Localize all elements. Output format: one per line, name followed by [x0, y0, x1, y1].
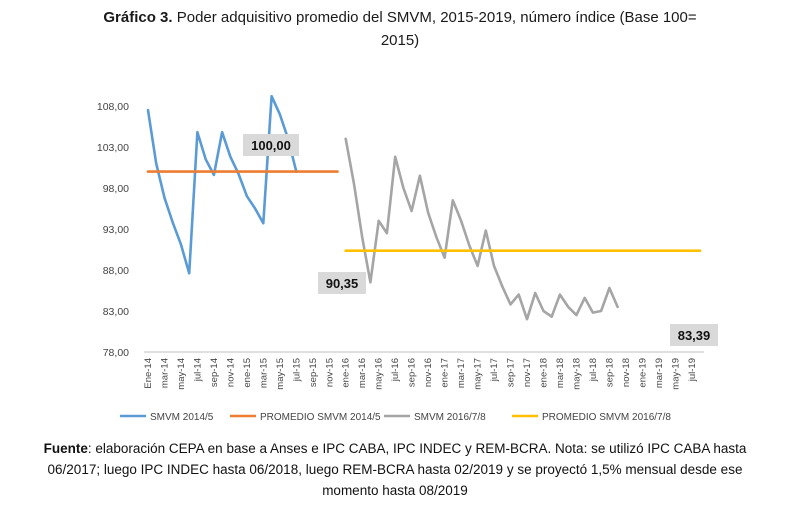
annotation-box-1	[243, 134, 299, 156]
legend-label-1: SMVM 2014/5	[150, 412, 214, 423]
x-tick-label: may-14	[176, 358, 187, 390]
series-line-1	[146, 94, 298, 275]
x-tick-label: may-19	[670, 358, 681, 390]
annotation-label-1: 100,00	[251, 138, 291, 153]
x-tick-label: mar-17	[456, 358, 467, 388]
legend-label-2: PROMEDIO SMVM 2014/5	[260, 412, 381, 423]
x-tick-label: jul-17	[489, 358, 500, 382]
source-label: Fuente	[43, 441, 88, 456]
y-tick-label: 83,00	[103, 306, 129, 318]
x-tick-label: sep-18	[604, 358, 615, 387]
x-tick-label: ene-15	[242, 358, 253, 388]
x-tick-label: mar-14	[159, 358, 170, 388]
y-tick-label: 88,00	[103, 265, 129, 277]
x-tick-label: mar-19	[654, 358, 665, 388]
x-tick-label: ene-16	[341, 358, 352, 388]
x-tick-label: mar-18	[555, 358, 566, 388]
x-tick-label: jul-16	[390, 358, 401, 382]
x-tick-label: sep-17	[506, 358, 517, 387]
x-tick-label: jul-19	[687, 358, 698, 382]
x-tick-label: may-15	[275, 358, 286, 390]
annotation-box-3	[670, 324, 718, 346]
x-tick-label: nov-16	[423, 358, 434, 387]
y-tick-label: 98,00	[103, 183, 129, 195]
x-tick-label: mar-15	[258, 358, 269, 388]
x-tick-label: nov-17	[522, 358, 533, 387]
y-tick-label: 93,00	[103, 224, 129, 236]
x-tick-label: may-16	[374, 358, 385, 390]
chart-title-text: Poder adquisitivo promedio del SMVM, 201…	[176, 9, 697, 49]
x-tick-label: ene-17	[440, 358, 451, 388]
x-tick-label: ene-18	[538, 358, 549, 388]
x-tick-label: nov-14	[225, 358, 236, 387]
x-tick-label: jul-15	[291, 358, 302, 382]
x-tick-label: mar-16	[357, 358, 368, 388]
x-tick-label: may-17	[473, 358, 484, 390]
source-text: : elaboración CEPA en base a Anses e IPC…	[47, 441, 747, 498]
x-tick-label: sep-14	[209, 358, 220, 387]
x-tick-label: jul-18	[588, 358, 599, 382]
source-note: Fuente: elaboración CEPA en base a Anses…	[40, 438, 750, 501]
annotation-label-3: 83,39	[678, 328, 711, 343]
legend-label-3: SMVM 2016/7/8	[414, 412, 486, 423]
x-tick-label: sep-15	[308, 358, 319, 387]
y-tick-label: 78,00	[103, 347, 129, 359]
legend-label-4: PROMEDIO SMVM 2016/7/8	[542, 412, 671, 423]
annotation-box-2	[318, 272, 366, 294]
y-tick-label: 108,00	[97, 101, 129, 113]
x-tick-label: nov-15	[324, 358, 335, 387]
x-tick-label: Ene-14	[143, 358, 154, 389]
x-tick-label: sep-16	[407, 358, 418, 387]
annotation-label-2: 90,35	[326, 276, 359, 291]
chart-title: Gráfico 3. Poder adquisitivo promedio de…	[90, 6, 710, 52]
x-tick-label: nov-18	[621, 358, 632, 387]
series-line-3	[344, 137, 619, 321]
x-tick-label: jul-14	[192, 358, 203, 382]
y-tick-label: 103,00	[97, 142, 129, 154]
x-tick-label: ene-19	[637, 358, 648, 388]
line-chart: 108,00 103,00 98,00 93,00 88,00 83,00 78,00 Ene…	[97, 94, 718, 423]
x-tick-label: may-18	[571, 358, 582, 390]
chart-title-prefix: Gráfico 3.	[103, 9, 173, 26]
